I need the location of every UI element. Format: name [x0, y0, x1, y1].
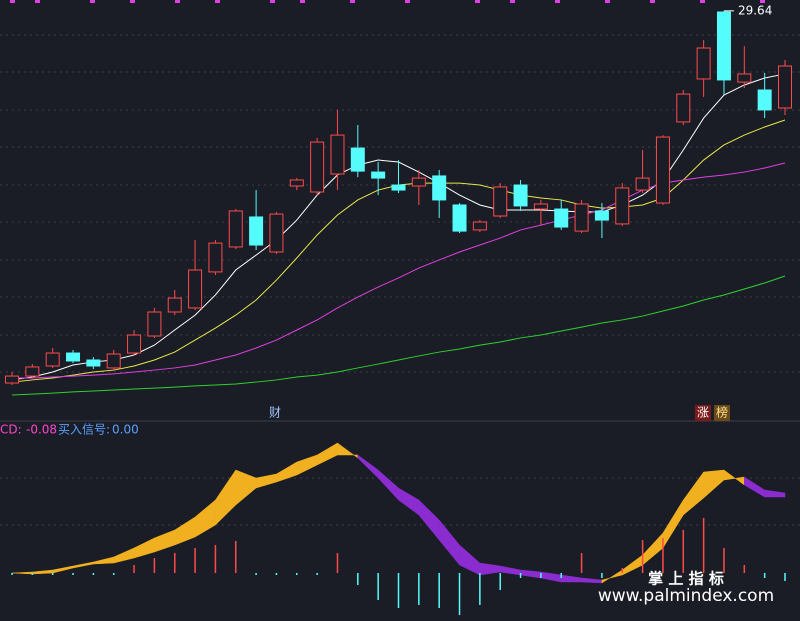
annotation-box	[714, 405, 730, 421]
candle-body	[66, 352, 81, 362]
candle-body	[452, 204, 467, 232]
candle-body	[676, 93, 691, 123]
candle-body	[147, 311, 162, 337]
watermark-title: 掌 上 指 标	[648, 570, 724, 588]
top-dash	[90, 0, 95, 3]
candle-body	[655, 136, 670, 204]
candle-body	[411, 177, 426, 187]
annotation: 涨	[697, 405, 709, 420]
top-dash	[130, 0, 135, 3]
legend-label: CD:	[0, 423, 22, 437]
candle-body	[228, 210, 243, 248]
top-dash	[605, 0, 610, 3]
legend-value: 0.00	[112, 423, 139, 437]
candle-body	[249, 216, 264, 246]
candle-body	[350, 147, 365, 172]
top-dashes	[10, 0, 765, 3]
candle-body	[432, 175, 447, 201]
top-dash	[650, 0, 655, 3]
candle-body	[310, 141, 325, 193]
top-dash	[215, 0, 220, 3]
candle-body	[167, 297, 182, 313]
top-dash	[350, 0, 355, 3]
candle-body	[5, 375, 19, 384]
candle-body	[391, 184, 406, 191]
top-dash	[475, 0, 480, 3]
candle-body	[757, 89, 772, 111]
top-dash	[405, 0, 410, 3]
band-segment	[764, 489, 786, 498]
candle-body	[574, 203, 589, 232]
annotation-box	[695, 405, 711, 421]
candle-body	[208, 242, 223, 273]
top-dash	[510, 0, 515, 3]
top-dash	[10, 0, 15, 3]
annotation: 财	[269, 406, 281, 420]
annotation: 榜	[716, 405, 728, 420]
candle-body	[533, 203, 548, 210]
candle-body	[45, 352, 60, 367]
candle-body	[737, 73, 752, 83]
candle-body	[696, 47, 711, 80]
legend-value: -0.08	[26, 423, 57, 437]
candle-body	[778, 65, 792, 109]
marks: 29.64	[5, 3, 792, 615]
candle-body	[127, 334, 142, 354]
top-dash	[760, 0, 765, 3]
candle-body	[493, 186, 508, 217]
candle-body	[371, 171, 386, 179]
max-label: 29.64	[738, 3, 772, 17]
candle-body	[330, 134, 345, 175]
top-dash	[270, 0, 275, 3]
candle-body	[635, 177, 650, 191]
candle-body	[472, 221, 487, 231]
candle-body	[594, 210, 609, 221]
candle-body	[25, 366, 40, 377]
top-dash	[35, 0, 40, 3]
candle-body	[106, 353, 121, 369]
ma-line	[11, 275, 786, 396]
candle-body	[289, 179, 304, 187]
top-dash	[175, 0, 180, 3]
top-dash	[700, 0, 705, 3]
candle-body	[554, 208, 569, 228]
watermark-url: www.palmindex.com	[598, 586, 774, 606]
candle-body	[513, 184, 528, 207]
candle-body	[86, 359, 101, 367]
top-dash	[555, 0, 560, 3]
candle-body	[615, 187, 630, 225]
candle-body	[716, 11, 731, 81]
candle-body	[269, 213, 284, 253]
candle-body	[188, 269, 203, 309]
top-dash	[300, 0, 305, 3]
legend-label: 买入信号:	[58, 423, 110, 437]
